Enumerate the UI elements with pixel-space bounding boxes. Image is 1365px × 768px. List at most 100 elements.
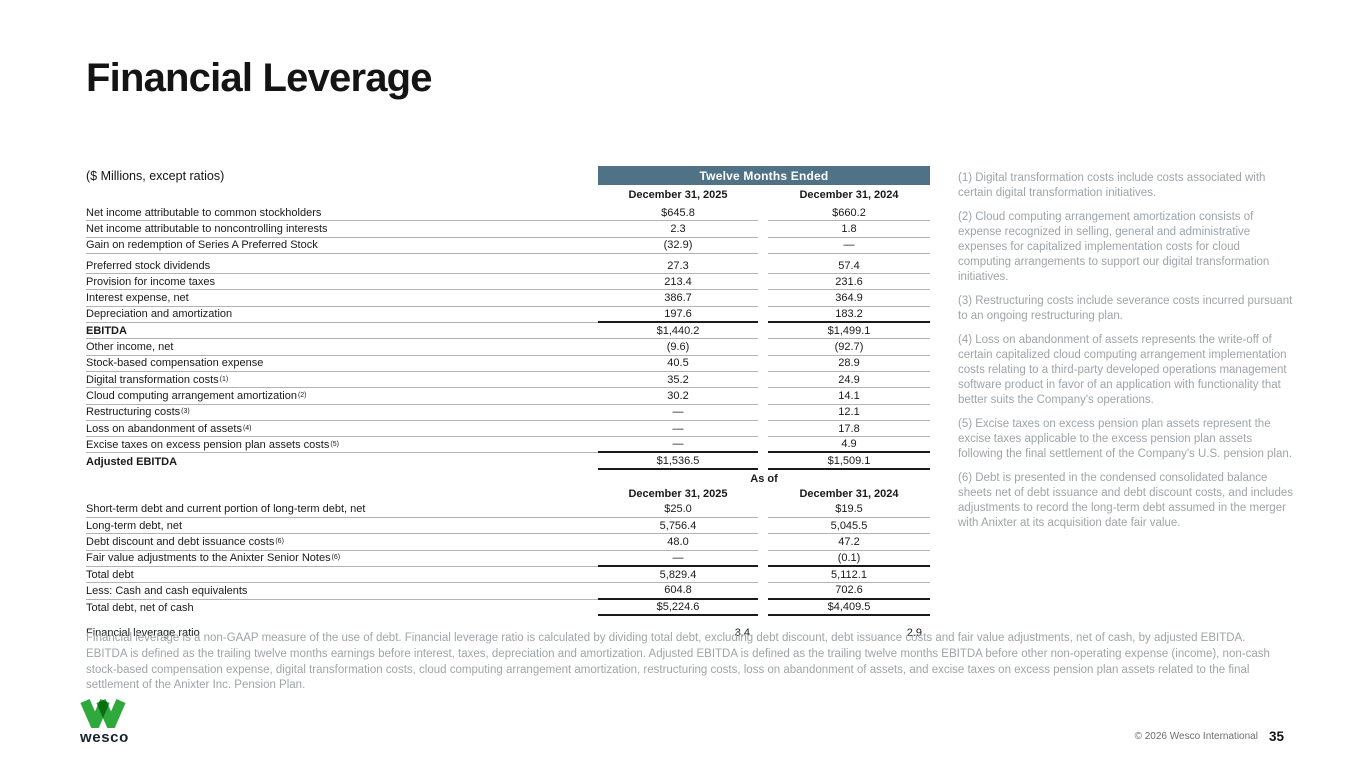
row-label: Debt discount and debt issuance costs (6)	[86, 534, 598, 551]
column-gap	[758, 551, 768, 567]
value-2024: (0.1)	[768, 551, 930, 567]
table-row: Digital transformation costs (1) 35.2 24.9	[86, 372, 930, 389]
column-gap	[758, 221, 768, 237]
row-label: Net income attributable to noncontrollin…	[86, 221, 598, 238]
column-gap	[758, 405, 768, 421]
table-row: Cloud computing arrangement amortization…	[86, 388, 930, 405]
value-2024: $1,499.1	[768, 323, 930, 340]
value-2024: —	[768, 238, 930, 254]
wesco-w-icon	[80, 699, 126, 728]
copyright-text: © 2026 Wesco International	[1134, 731, 1258, 742]
table-row: Fair value adjustments to the Anixter Se…	[86, 551, 930, 567]
table1-rows: Net income attributable to common stockh…	[86, 205, 930, 470]
column-gap	[758, 502, 768, 518]
row-label: Excise taxes on excess pension plan asse…	[86, 437, 598, 454]
table-row: Debt discount and debt issuance costs (6)…	[86, 534, 930, 551]
footnote-text: (6) Debt is presented in the condensed c…	[958, 472, 1293, 529]
row-label: Depreciation and amortization	[86, 307, 598, 324]
footnote-text: (4) Loss on abandonment of assets repres…	[958, 334, 1287, 406]
column-gap	[758, 518, 768, 534]
value-2025: 5,829.4	[598, 567, 758, 584]
column-gap	[758, 421, 768, 437]
value-2024: 14.1	[768, 388, 930, 405]
row-label: EBITDA	[86, 323, 598, 340]
row-label: Restructuring costs (3)	[86, 405, 598, 421]
table1-column-headers: December 31, 2025 December 31, 2024	[598, 185, 930, 205]
row-label: Fair value adjustments to the Anixter Se…	[86, 551, 598, 567]
table-row: Less: Cash and cash equivalents 604.8 702.…	[86, 583, 930, 600]
row-label: Adjusted EBITDA	[86, 455, 178, 468]
table-row: Interest expense, net 386.7 364.9	[86, 290, 930, 307]
value-2024: $660.2	[768, 205, 930, 222]
row-label: Loss on abandonment of assets (4)	[86, 421, 598, 438]
value-2024: 47.2	[768, 534, 930, 551]
value-2024: 1.8	[768, 221, 930, 238]
value-2024: 57.4	[768, 258, 930, 275]
column-gap	[758, 453, 768, 469]
table-row: Gain on redemption of Series A Preferred…	[86, 238, 930, 254]
table-row: Total debt 5,829.4 5,112.1	[86, 567, 930, 584]
value-2024: 5,045.5	[768, 518, 930, 535]
row-label: Interest expense, net	[86, 290, 598, 307]
value-2025: 48.0	[598, 534, 758, 551]
page-title: Financial Leverage	[86, 56, 433, 100]
footnote-text: (3) Restructuring costs include severanc…	[958, 295, 1293, 322]
value-2025: (9.6)	[598, 339, 758, 356]
column-gap	[758, 388, 768, 404]
column-gap	[758, 437, 768, 453]
value-2025: —	[598, 421, 758, 438]
column-gap	[758, 356, 768, 372]
financial-leverage-table: Twelve Months Ended December 31, 2025 De…	[86, 166, 930, 641]
table-row: Preferred stock dividends 27.3 57.4	[86, 258, 930, 275]
table1-banner: Twelve Months Ended	[598, 166, 930, 185]
value-2025: 30.2	[598, 388, 758, 405]
value-2024: 231.6	[768, 274, 930, 291]
table-row: Restructuring costs (3) — 12.1	[86, 405, 930, 421]
table2-column-headers: December 31, 2025 December 31, 2024	[598, 487, 930, 502]
table-row: Adjusted EBITDA $1,536.5 $1,509.1	[86, 453, 930, 470]
column-gap	[758, 307, 768, 323]
table-row: Long-term debt, net 5,756.4 5,045.5	[86, 518, 930, 535]
row-label: Preferred stock dividends	[86, 258, 598, 275]
value-2024: $19.5	[768, 502, 930, 519]
column-gap	[758, 205, 768, 221]
column-header-2025: December 31, 2025	[628, 189, 728, 201]
footer-right: © 2026 Wesco International 35	[1135, 729, 1284, 744]
table2-banner: As of	[750, 473, 778, 486]
value-2025: $645.8	[598, 205, 758, 222]
value-2024: 702.6	[768, 583, 930, 600]
column-gap	[758, 274, 768, 290]
row-label: Long-term debt, net	[86, 518, 598, 535]
table-row: EBITDA $1,440.2 $1,499.1	[86, 323, 930, 340]
page-number: 35	[1268, 729, 1284, 744]
value-2025: $5,224.6	[598, 600, 758, 616]
column-gap	[758, 258, 768, 274]
value-2024: $1,509.1	[768, 453, 930, 470]
table-row: Other income, net (9.6) (92.7)	[86, 339, 930, 356]
table-row: Depreciation and amortization 197.6 183.2	[86, 307, 930, 324]
column-header-2025: December 31, 2025	[628, 488, 728, 501]
footnotes-panel: (1) Digital transformation costs include…	[958, 171, 1294, 540]
column-gap	[758, 372, 768, 388]
value-2025: 27.3	[598, 258, 758, 275]
wesco-wordmark: wesco	[80, 729, 129, 746]
row-label: Stock-based compensation expense	[86, 356, 598, 372]
wesco-logo: wesco	[80, 699, 170, 746]
row-label: Less: Cash and cash equivalents	[86, 583, 598, 600]
value-2024: 2.9	[906, 626, 922, 639]
row-label: Provision for income taxes	[86, 274, 598, 291]
row-label: Financial leverage ratio	[86, 626, 200, 639]
non-gaap-description: Financial leverage is a non-GAAP measure…	[86, 632, 1270, 692]
value-2025: 35.2	[598, 372, 758, 389]
column-gap	[758, 600, 768, 616]
value-2025: 604.8	[598, 583, 758, 600]
value-2024: 28.9	[768, 356, 930, 372]
row-label: Short-term debt and current portion of l…	[86, 502, 598, 519]
column-gap	[758, 534, 768, 550]
value-2025: —	[598, 405, 758, 421]
row-label: Net income attributable to common stockh…	[86, 205, 598, 222]
row-label: Total debt	[86, 567, 598, 584]
units-label: ($ Millions, except ratios)	[86, 169, 225, 183]
value-2025: $1,536.5	[598, 453, 758, 470]
